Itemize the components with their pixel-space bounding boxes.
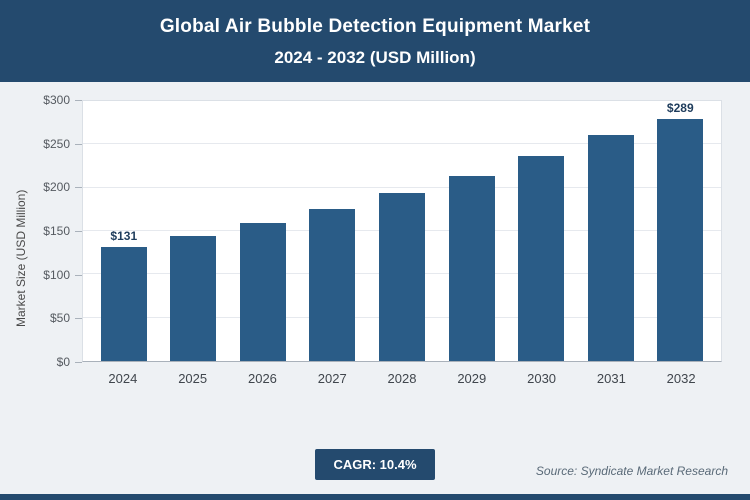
x-tick-label: 2029 [457,371,487,386]
bar [657,119,704,361]
plot-row: $0 $50 $100 $150 $200 $250 $300 $131 $289 [34,93,722,369]
bar [100,247,147,361]
y-axis-title: Market Size (USD Million) [14,189,28,327]
x-axis-labels: 2024 2025 2026 2027 2028 2029 2030 2031 2032 [82,362,722,386]
y-tick-label: $100 [43,267,82,282]
bar [379,192,426,361]
y-tick-label: $200 [43,180,82,195]
chart-subtitle: 2024 - 2032 (USD Million) [274,48,476,67]
bar [170,236,217,361]
chart-main: $0 $50 $100 $150 $200 $250 $300 $131 $289 2024 2… [34,93,722,386]
bar-slot [437,101,507,361]
bar-slot: $131 [89,101,159,361]
plot-area: $131 $289 [82,100,722,362]
bar-slot [159,101,229,361]
chart-section: Market Size (USD Million) $0 $50 $100 $150 $… [8,93,722,386]
bar-slot [506,101,576,361]
y-tick-label: $300 [43,93,82,107]
bar-slot [576,101,646,361]
bar-slot [367,101,437,361]
x-tick-label: 2026 [247,371,277,386]
x-tick-label: 2032 [666,371,696,386]
gridline [83,186,721,188]
chart-header: Global Air Bubble Detection Equipment Ma… [0,0,750,82]
x-tick-label: 2028 [387,371,417,386]
bar-value-label: $131 [110,229,138,244]
y-tick-label: $150 [43,224,82,238]
bar-slot: $289 [646,101,716,361]
x-tick-label: 2031 [596,371,626,386]
y-tick-label: $250 [43,136,82,151]
cagr-badge: CAGR: 10.4% [315,448,435,480]
bar-slot [228,101,298,361]
bottom-accent-strip [0,494,750,500]
bar [518,156,565,361]
x-axis-row: 2024 2025 2026 2027 2028 2029 2030 2031 2032 [34,362,722,386]
x-tick-label: 2025 [178,371,208,386]
chart-footer: CAGR: 10.4% Source: Syndicate Market Res… [0,444,750,484]
source-note: Source: Syndicate Market Research [535,464,728,478]
bars: $131 $289 [83,101,721,361]
x-tick-label: 2024 [108,371,138,386]
y-axis-ticks: $0 $50 $100 $150 $200 $250 $300 [34,93,83,369]
x-tick-label: 2027 [317,371,347,386]
bar [448,175,495,361]
bar-slot [298,101,368,361]
bar [309,209,356,361]
bar [587,134,634,361]
gridline [83,143,721,145]
y-tick-label: $0 [56,355,83,369]
bar [239,223,286,361]
bar-value-label: $289 [666,101,694,115]
y-tick-label: $50 [49,311,83,326]
x-tick-label: 2030 [527,371,557,386]
chart-title: Global Air Bubble Detection Equipment Ma… [159,16,591,37]
